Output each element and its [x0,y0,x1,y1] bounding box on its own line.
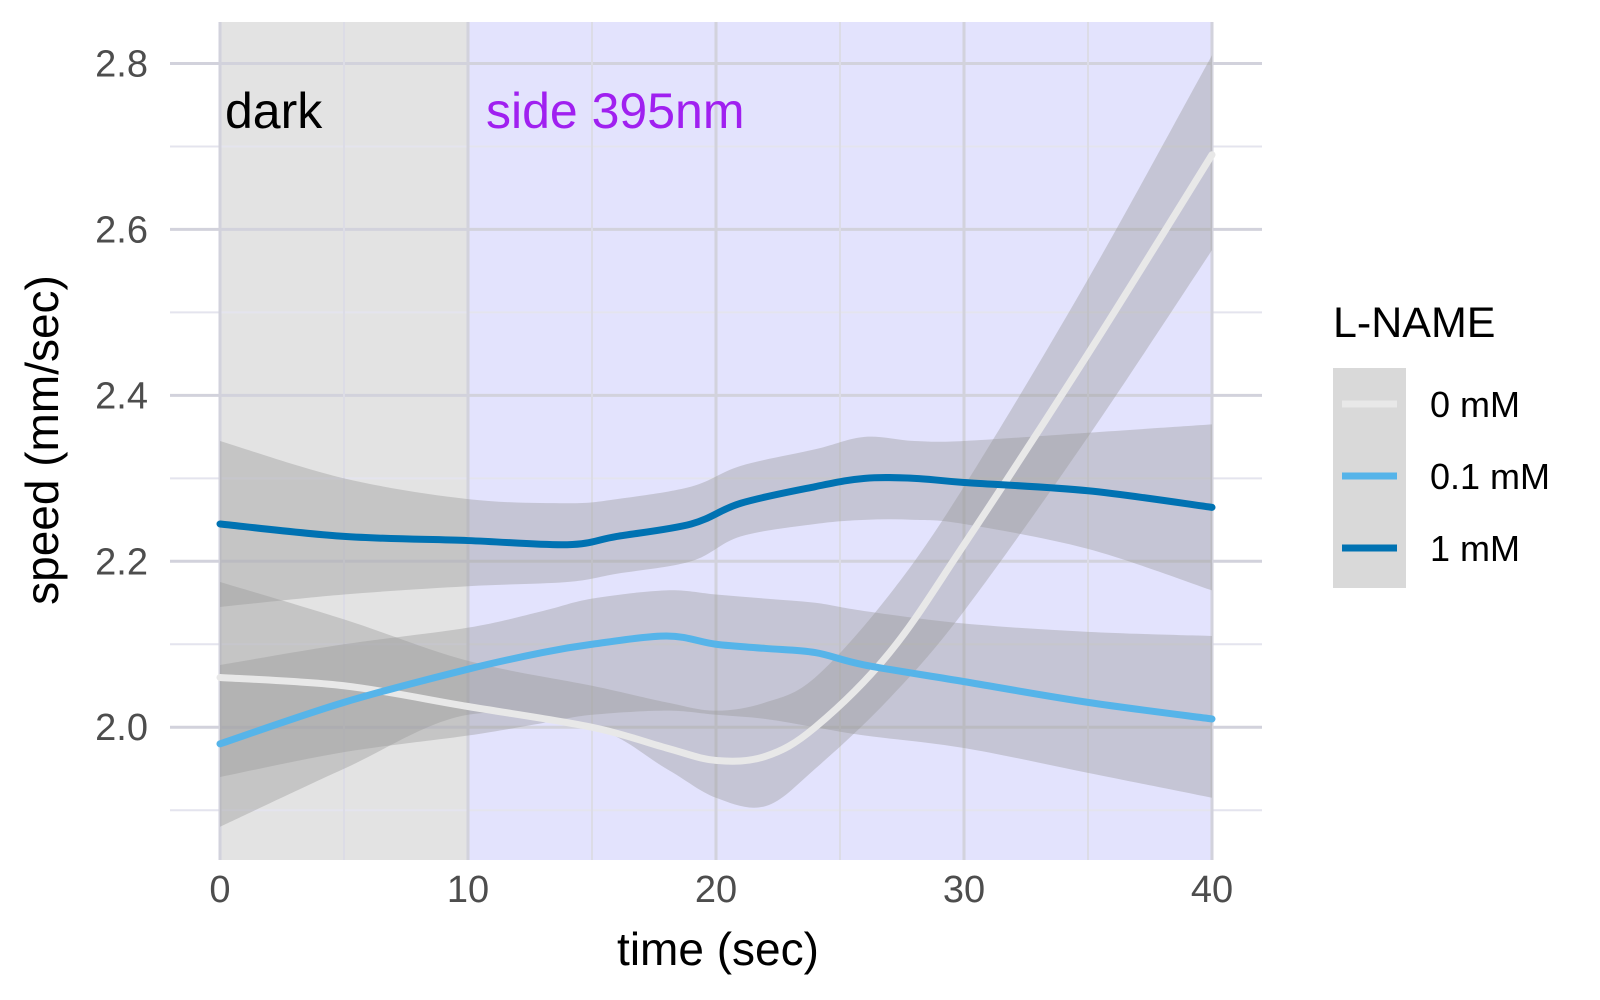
y-tick-label: 2.2 [95,541,148,583]
region-label-0: dark [225,83,323,139]
series-lines [216,151,1216,765]
region-labels: dark side 395nm [225,83,745,139]
series-line-1 [216,632,1216,748]
x-tick-label: 10 [447,869,489,911]
x-tick-label: 20 [695,869,737,911]
confidence-band-series-1 [220,590,1212,798]
legend-title: L-NAME [1333,299,1495,347]
x-tick-label: 40 [1191,869,1233,911]
legend-label-1: 0.1 mM [1430,456,1550,497]
x-tick-label: 30 [943,869,985,911]
y-tick-label: 2.8 [95,43,148,85]
y-tick-label: 2.0 [95,707,148,749]
x-axis-title: time (sec) [617,923,819,975]
y-tick-label: 2.6 [95,209,148,251]
grid [170,22,1262,860]
x-tick-label: 0 [209,869,230,911]
legend-label-0: 0 mM [1430,384,1520,425]
series-line-0 [216,151,1216,765]
confidence-band-series-0 [220,55,1212,827]
axis-ticks: 0 10 20 30 40 2.0 2.2 2.4 2.6 2.8 [95,43,1233,911]
legend-label-2: 1 mM [1430,528,1520,569]
legend: L-NAME 0 mM 0.1 mM 1 mM [1333,299,1550,588]
region-label-1: side 395nm [486,83,745,139]
y-tick-label: 2.4 [95,375,148,417]
y-axis-title: speed (mm/sec) [16,275,68,605]
series-line-2 [216,474,1216,549]
